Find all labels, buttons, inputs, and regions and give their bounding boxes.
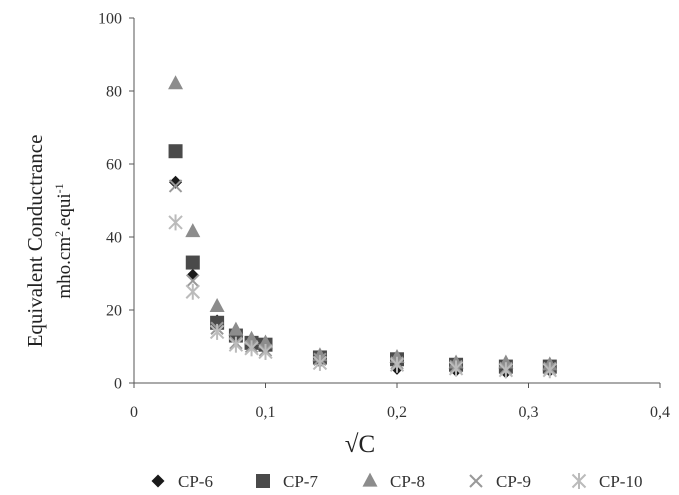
y-axis-title-line1: Equivalent Conductrance <box>23 135 47 348</box>
data-point-cp-8 <box>312 347 328 362</box>
y-tick-label: 0 <box>114 376 122 393</box>
data-point-cp-10 <box>498 362 514 379</box>
data-point-cp-10 <box>448 360 464 377</box>
data-point-cp-9 <box>186 274 200 288</box>
y-tick-label: 100 <box>98 11 122 28</box>
x-tick-labels: 0 0,1 0,2 0,3 0,4 <box>130 383 670 421</box>
series-cp-10 <box>168 214 558 379</box>
data-point-cp-7 <box>168 144 183 159</box>
data-point-cp-10 <box>542 362 558 379</box>
x-tick-label: 0,2 <box>387 404 407 421</box>
data-point-cp-8 <box>185 223 201 238</box>
data-point-cp-10 <box>312 354 328 371</box>
legend-label: CP-9 <box>496 472 531 491</box>
legend-marker-cp-8 <box>362 472 378 487</box>
data-point-cp-8 <box>209 297 225 312</box>
data-point-cp-10 <box>185 283 200 300</box>
data-point-cp-10 <box>228 336 244 353</box>
data-series <box>168 75 558 379</box>
legend-label: CP-7 <box>283 472 318 491</box>
data-point-cp-8 <box>228 321 244 336</box>
series-cp-8 <box>168 75 558 371</box>
legend-item-cp-7: CP-7 <box>256 472 318 491</box>
legend-item-cp-9: CP-9 <box>469 472 531 491</box>
data-point-cp-10 <box>244 340 259 357</box>
data-point-cp-10 <box>258 343 273 360</box>
x-tick-label: 0 <box>130 404 138 421</box>
data-point-cp-10 <box>168 214 183 231</box>
legend-marker-cp-7 <box>256 474 270 488</box>
y-tick-label: 20 <box>106 303 122 320</box>
y-tick-label: 60 <box>106 157 122 174</box>
x-axis-title: √C <box>345 431 375 458</box>
y-unit-sup-2: -1 <box>52 183 66 193</box>
data-point-cp-6 <box>169 175 183 189</box>
y-tick-labels: 0 20 40 60 80 100 <box>98 11 134 393</box>
x-tick-label: 0,1 <box>256 404 276 421</box>
legend-label: CP-10 <box>599 472 642 491</box>
legend-label: CP-6 <box>178 472 213 491</box>
x-tick-label: 0,3 <box>519 404 539 421</box>
legend-item-cp-8: CP-8 <box>362 472 425 491</box>
x-tick-label: 0,4 <box>650 404 670 421</box>
series-cp-7 <box>168 144 557 374</box>
legend-marker-cp-6 <box>151 474 165 488</box>
data-point-cp-10 <box>389 356 405 373</box>
data-point-cp-8 <box>168 75 184 90</box>
legend: CP-6 CP-7 CP-8 CP-9 CP-10 <box>151 472 642 491</box>
y-tick-label: 80 <box>106 84 122 101</box>
legend-item-cp-10: CP-10 <box>571 472 642 491</box>
series-cp-6 <box>169 175 557 379</box>
data-point-cp-7 <box>185 255 200 270</box>
y-unit-sup-1: 2 <box>52 231 66 237</box>
legend-marker-cp-9 <box>469 474 483 488</box>
y-unit-mid: .equi <box>54 193 75 230</box>
legend-item-cp-6: CP-6 <box>151 472 213 491</box>
y-tick-label: 40 <box>106 230 122 247</box>
legend-label: CP-8 <box>390 472 425 491</box>
series-cp-9 <box>168 179 557 376</box>
data-point-cp-7 <box>210 315 225 330</box>
data-point-cp-8 <box>258 334 273 349</box>
data-point-cp-9 <box>168 179 183 193</box>
y-unit-prefix: mho.cm <box>54 237 75 299</box>
data-point-cp-10 <box>209 323 225 340</box>
legend-marker-cp-10 <box>571 473 587 489</box>
y-axis-title: Equivalent Conductrance mho.cm2.equi-1 <box>23 135 75 348</box>
data-point-cp-8 <box>244 330 260 345</box>
y-axis-title-line2: mho.cm2.equi-1 <box>52 183 75 298</box>
